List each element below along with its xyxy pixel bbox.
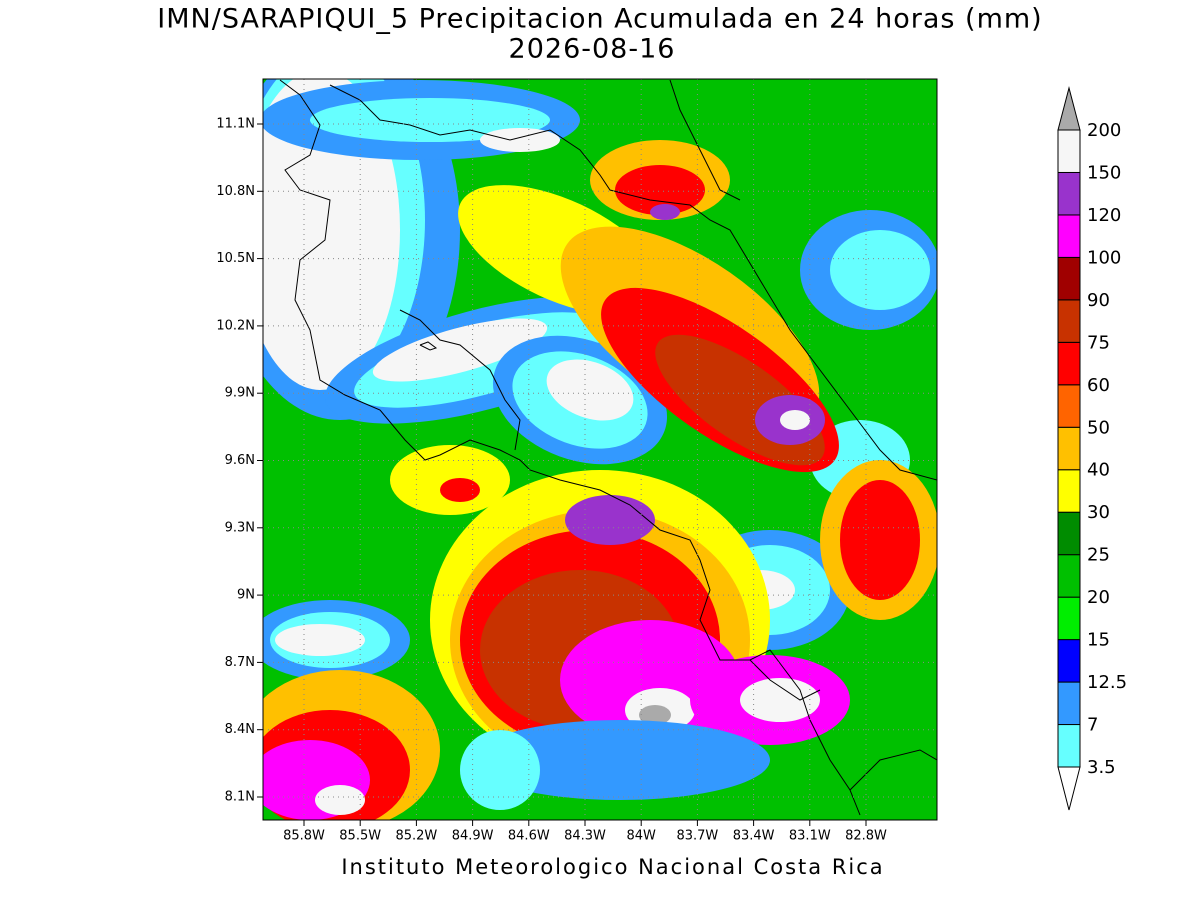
colorbar-box [1057,596,1081,641]
precip-area [639,705,671,725]
colorbar-box [1057,681,1081,726]
colorbar-box [1057,256,1081,301]
lat-label: 8.1N [225,790,255,805]
lat-label: 10.5N [216,251,255,266]
colorbar-label: 15 [1087,630,1110,651]
map-frame [262,78,938,821]
precip-area [480,128,560,152]
colorbar-label: 150 [1087,162,1121,183]
precip-area [740,678,820,722]
colorbar-label: 25 [1087,545,1110,566]
colorbar-label: 20 [1087,587,1110,608]
precip-area [372,318,548,382]
precip-area [315,785,365,815]
precip-area [780,410,810,430]
lon-label: 84.3W [564,829,606,844]
colorbar-box [1057,171,1081,216]
colorbar-box [1057,426,1081,471]
precip-area [470,720,770,800]
precip-area [310,98,550,142]
lat-label: 9.9N [225,386,255,401]
lat-label: 10.8N [216,184,255,199]
lon-label: 83.7W [676,829,718,844]
date: 2026-08-16 [509,34,676,65]
colorbar-label: 3.5 [1087,757,1116,778]
title: IMN/SARAPIQUI_5 Precipitacion Acumulada … [157,4,1042,35]
lat-label: 8.4N [225,722,255,737]
precip-field [263,79,937,820]
lon-label: 84W [626,829,656,844]
lon-label: 85.5W [339,829,381,844]
colorbar-box [1057,554,1081,598]
coastline [263,79,937,820]
lat-label: 9.6N [225,453,255,468]
colorbar-box [1057,724,1081,768]
lat-label: 10.2N [216,318,255,333]
colorbar-box [1057,384,1081,428]
precip-area [615,165,705,215]
colorbar-label: 75 [1087,332,1110,353]
colorbar-label: 40 [1087,460,1110,481]
lat-label: 9N [237,588,255,603]
colorbar-box [1057,299,1081,343]
colorbar-over [1057,86,1081,131]
colorbar-under [1057,766,1081,811]
precip-area [460,730,540,810]
colorbar-box [1057,639,1081,683]
colorbar-box [1057,511,1081,556]
lon-label: 83.1W [789,829,831,844]
colorbar-label: 100 [1087,247,1121,268]
lat-label: 8.7N [225,655,255,670]
precip-area [275,624,365,656]
colorbar-box [1057,129,1081,173]
precip-area [546,359,634,421]
footer: Instituto Meteorologico Nacional Costa R… [341,855,884,879]
colorbar-label: 200 [1087,120,1121,141]
colorbar-label: 7 [1087,715,1098,736]
lon-label: 84.6W [508,829,550,844]
colorbar-box [1057,214,1081,258]
precip-area [440,478,480,502]
lon-label: 85.8W [283,829,325,844]
lon-label: 82.8W [845,829,887,844]
precip-area [650,204,680,220]
precip-area [840,480,920,600]
lat-label: 11.1N [216,117,255,132]
colorbar-box [1057,341,1081,386]
lat-label: 9.3N [225,520,255,535]
colorbar-box [1057,469,1081,513]
colorbar-label: 30 [1087,502,1110,523]
precip-area [830,230,930,310]
colorbar-label: 50 [1087,417,1110,438]
colorbar-label: 120 [1087,205,1121,226]
lon-label: 85.2W [395,829,437,844]
colorbar-label: 90 [1087,290,1110,311]
colorbar-label: 60 [1087,375,1110,396]
lon-label: 84.9W [452,829,494,844]
lon-label: 83.4W [733,829,775,844]
colorbar-label: 12.5 [1087,672,1127,693]
